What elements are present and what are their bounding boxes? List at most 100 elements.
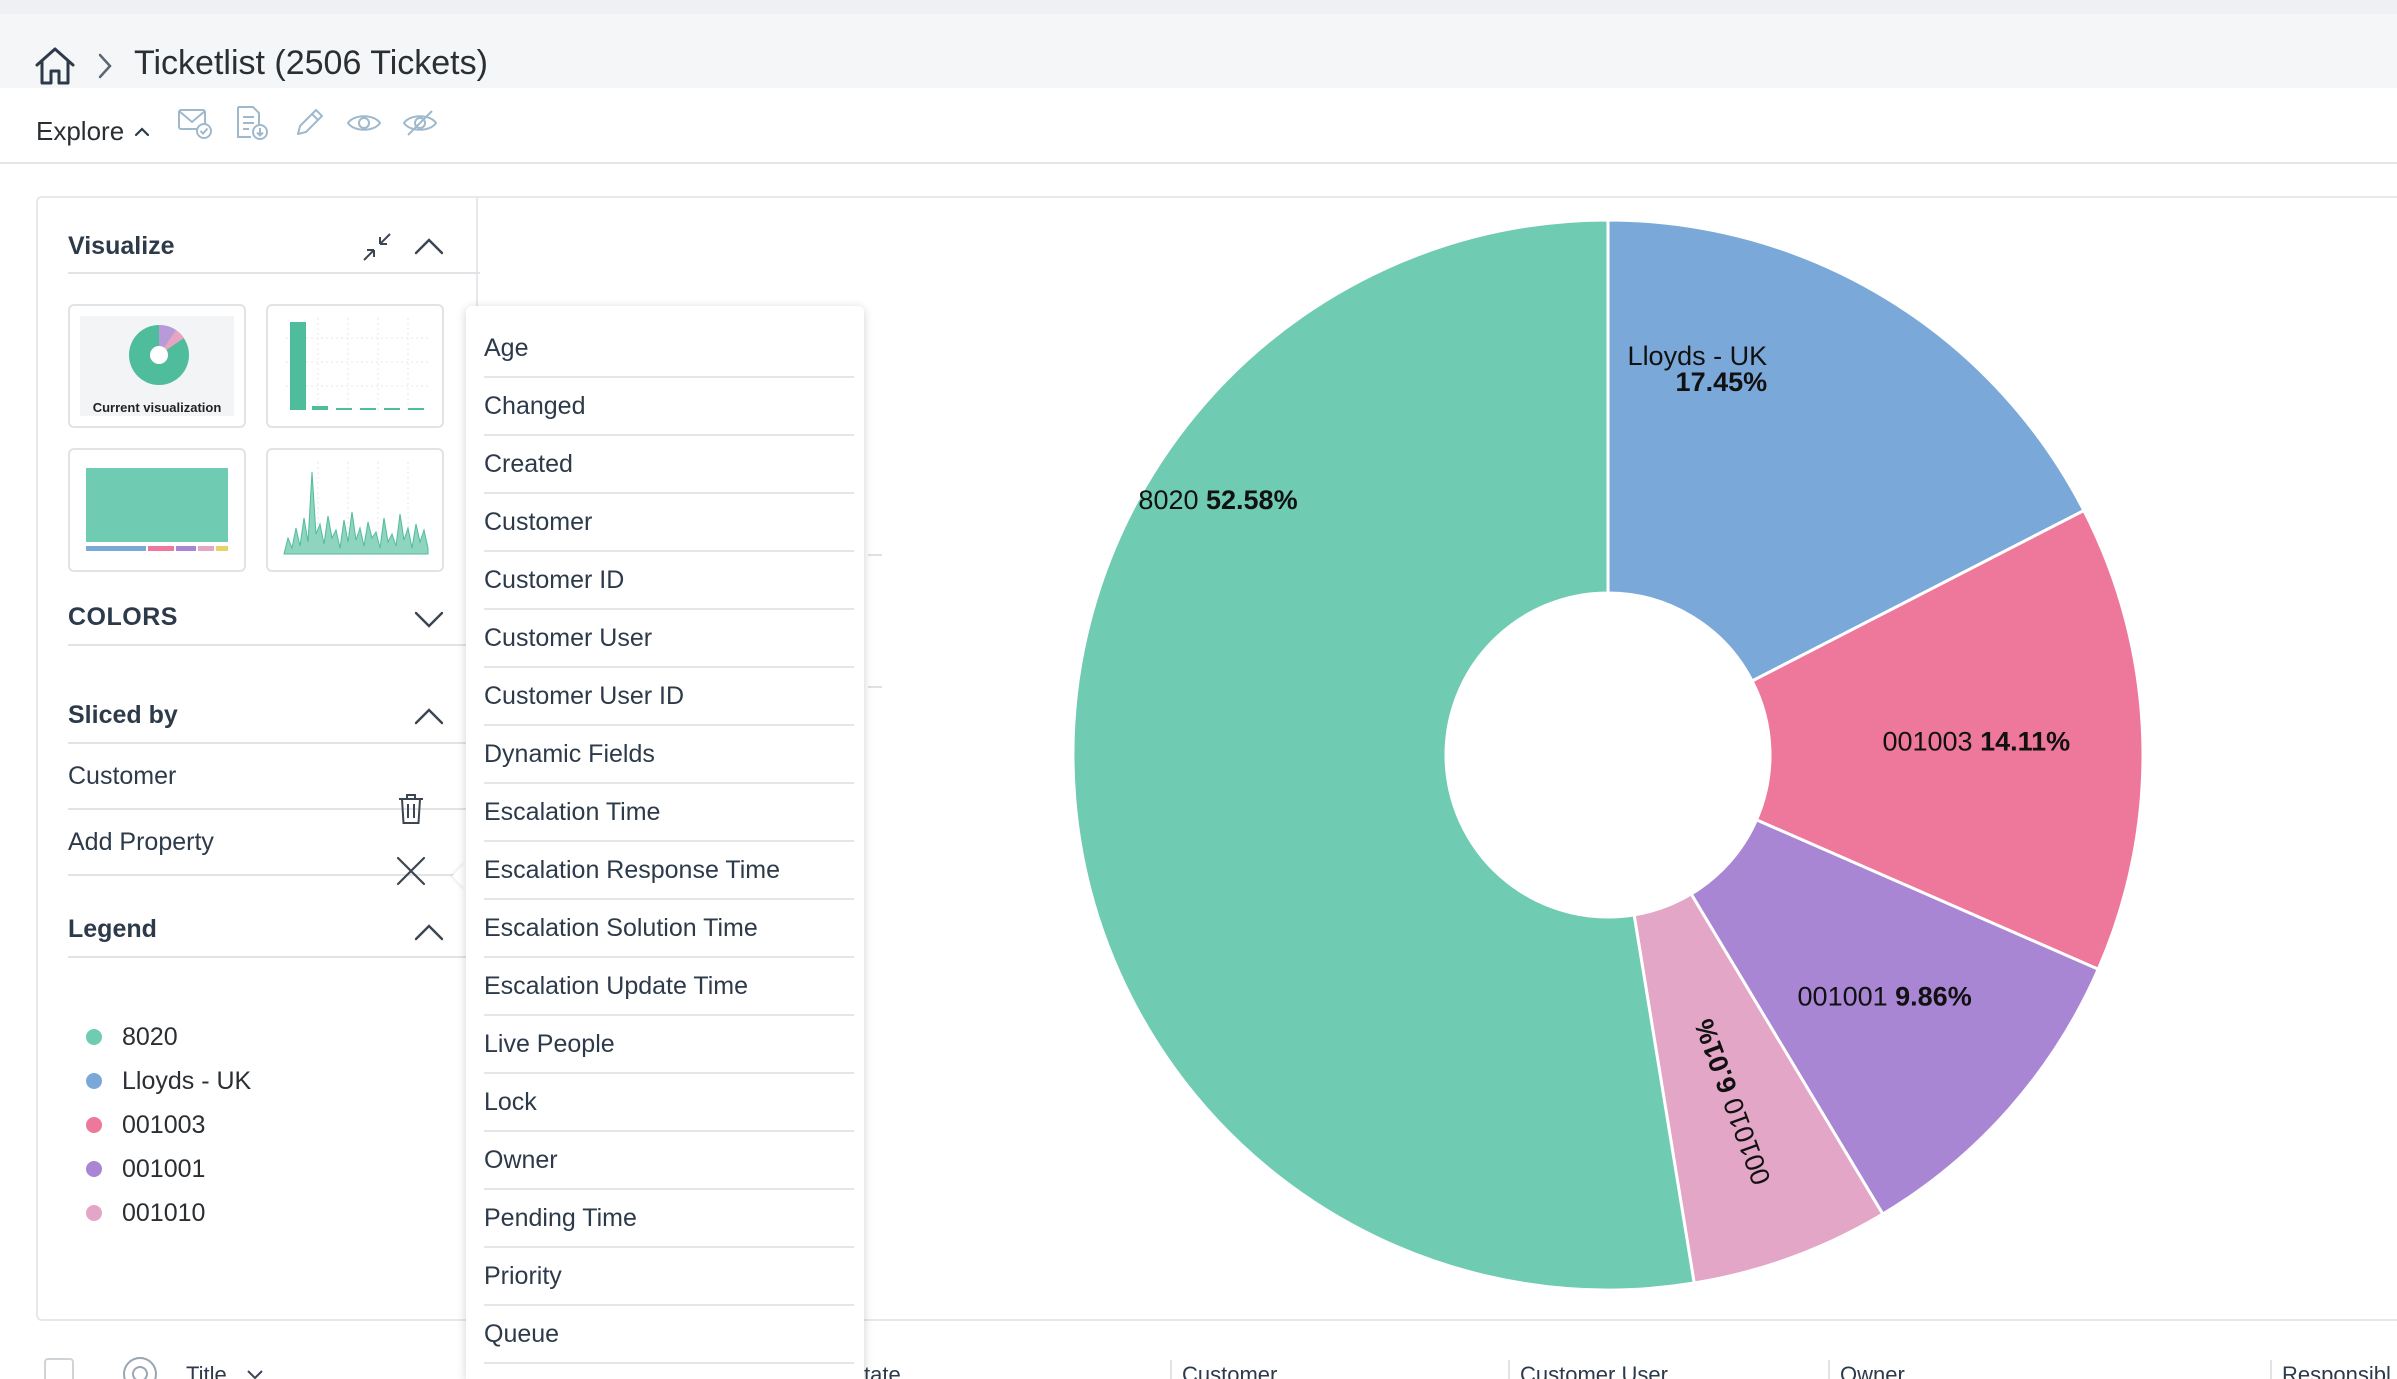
visualize-panel: Visualize Current visualization: [36, 196, 480, 1321]
legend-label: 001001: [122, 1154, 206, 1183]
menu-item-escalation-time[interactable]: Escalation Time: [484, 784, 854, 842]
pencil-icon[interactable]: [290, 104, 328, 142]
legend-dot: [86, 1029, 102, 1045]
collapse-icon[interactable]: [360, 230, 394, 264]
home-icon[interactable]: [34, 46, 76, 86]
menu-item-escalation-solution-time[interactable]: Escalation Solution Time: [484, 900, 854, 958]
visualize-header: Visualize: [68, 220, 480, 274]
donut-thumb-icon: [129, 324, 189, 385]
bar-thumb-icon: [286, 318, 430, 410]
column-customer-user[interactable]: Customer User: [1520, 1362, 1668, 1379]
menu-item-pending-time[interactable]: Pending Time: [484, 1190, 854, 1248]
slice-label: 001001 9.86%: [1798, 982, 1972, 1012]
divider: [868, 554, 882, 556]
slice-label: Lloyds - UK 17.45%: [1628, 341, 1768, 397]
column-separator: [2270, 1360, 2272, 1379]
menu-item-age[interactable]: Age: [484, 320, 854, 378]
legend-label: 001010: [122, 1198, 206, 1227]
column-separator: [1828, 1360, 1830, 1379]
sliced-by-title: Sliced by: [68, 700, 178, 729]
donut-chart: Lloyds - UK 17.45% 001003 14.11% 001001 9.8…: [1000, 200, 2300, 1320]
dropdown-pointer: [452, 862, 466, 890]
select-all-checkbox[interactable]: [44, 1358, 74, 1379]
slice-row-add-property[interactable]: Add Property: [68, 810, 480, 876]
column-state[interactable]: tate: [864, 1362, 901, 1379]
ticket-table-header: Title tate Customer Customer User Owner …: [0, 1320, 2397, 1379]
breadcrumb: Ticketlist (2506 Tickets): [0, 14, 2397, 88]
menu-item-dynamic-fields[interactable]: Dynamic Fields: [484, 726, 854, 784]
chevron-up-icon: [135, 126, 150, 136]
menu-item-created[interactable]: Created: [484, 436, 854, 494]
colors-header[interactable]: COLORS: [68, 590, 480, 646]
legend-item[interactable]: 001001: [86, 1152, 205, 1186]
slice-label: 8020 52.58%: [1138, 485, 1297, 515]
menu-item-changed[interactable]: Changed: [484, 378, 854, 436]
legend-label: 001003: [122, 1110, 206, 1139]
colors-title: COLORS: [68, 602, 178, 631]
donut-chart-svg: Lloyds - UK 17.45% 001003 14.11% 001001 9.8…: [1071, 218, 2145, 1292]
visualization-card: [36, 196, 2397, 1321]
menu-item-customer-user-id[interactable]: Customer User ID: [484, 668, 854, 726]
eye-off-icon[interactable]: [401, 104, 439, 142]
menu-item-owner[interactable]: Owner: [484, 1132, 854, 1190]
donut-slice-001001[interactable]: [1689, 817, 2101, 1217]
chevron-up-icon[interactable]: [412, 700, 446, 734]
viz-option-donut[interactable]: Current visualization: [68, 304, 246, 428]
menu-item-customer-id[interactable]: Customer ID: [484, 552, 854, 610]
legend-item[interactable]: Lloyds - UK: [86, 1064, 251, 1098]
column-owner[interactable]: Owner: [1840, 1362, 1905, 1379]
legend-dot: [86, 1117, 102, 1133]
top-band: [0, 0, 2397, 14]
legend-title: Legend: [68, 914, 157, 943]
donut-slice-001010[interactable]: [1632, 891, 1885, 1285]
trash-icon[interactable]: [396, 792, 426, 826]
legend-item[interactable]: 001003: [86, 1108, 205, 1142]
add-property-label: Add Property: [68, 827, 214, 856]
legend-item[interactable]: 001010: [86, 1196, 205, 1230]
donut-slice-001003[interactable]: [1750, 508, 2145, 972]
viz-option-timeseries[interactable]: [266, 448, 444, 572]
stacked-thumb-icon: [86, 468, 228, 551]
viz-option-bar[interactable]: [266, 304, 444, 428]
donut-slice-lloyds-uk[interactable]: [1606, 218, 2086, 684]
chevron-up-icon[interactable]: [412, 916, 446, 950]
slice-row-customer: Customer: [68, 744, 480, 810]
timeseries-thumb-icon: [283, 462, 429, 555]
search-icon[interactable]: [120, 1354, 160, 1379]
explore-label: Explore: [36, 116, 125, 146]
menu-item-customer[interactable]: Customer: [484, 494, 854, 552]
legend-dot: [86, 1073, 102, 1089]
sliced-by-header[interactable]: Sliced by: [68, 688, 480, 744]
legend-label: Lloyds - UK: [122, 1066, 252, 1095]
mail-check-icon[interactable]: [176, 104, 214, 142]
column-customer[interactable]: Customer: [1182, 1362, 1278, 1379]
legend-item[interactable]: 8020: [86, 1020, 178, 1054]
legend-dot: [86, 1205, 102, 1221]
menu-item-priority[interactable]: Priority: [484, 1248, 854, 1306]
menu-item-escalation-response-time[interactable]: Escalation Response Time: [484, 842, 854, 900]
visualize-title: Visualize: [68, 231, 175, 260]
close-icon[interactable]: [394, 854, 428, 888]
menu-item-queue[interactable]: Queue: [484, 1306, 854, 1364]
legend-header[interactable]: Legend: [68, 902, 480, 958]
chevron-right-icon: [98, 53, 112, 79]
menu-item-live-people[interactable]: Live People: [484, 1016, 854, 1074]
document-download-icon[interactable]: [233, 104, 271, 142]
legend-dot: [86, 1161, 102, 1177]
explore-toggle[interactable]: Explore: [36, 116, 150, 147]
chevron-down-icon[interactable]: [246, 1368, 264, 1379]
eye-icon[interactable]: [345, 104, 383, 142]
donut-slice-8020[interactable]: [1071, 218, 1696, 1292]
slice-label: Customer: [68, 761, 177, 790]
column-title[interactable]: Title: [186, 1362, 227, 1379]
page-title: Ticketlist (2506 Tickets): [134, 44, 488, 82]
menu-item-customer-user[interactable]: Customer User: [484, 610, 854, 668]
chevron-up-icon[interactable]: [412, 230, 446, 264]
chevron-down-icon[interactable]: [412, 602, 446, 636]
add-property-menu: Age Changed Created Customer Customer ID…: [466, 306, 864, 1379]
viz-option-stacked[interactable]: [68, 448, 246, 572]
menu-item-escalation-update-time[interactable]: Escalation Update Time: [484, 958, 854, 1016]
toolbar: Explore: [0, 88, 2397, 164]
menu-item-lock[interactable]: Lock: [484, 1074, 854, 1132]
column-responsible[interactable]: Responsibl: [2282, 1362, 2391, 1379]
